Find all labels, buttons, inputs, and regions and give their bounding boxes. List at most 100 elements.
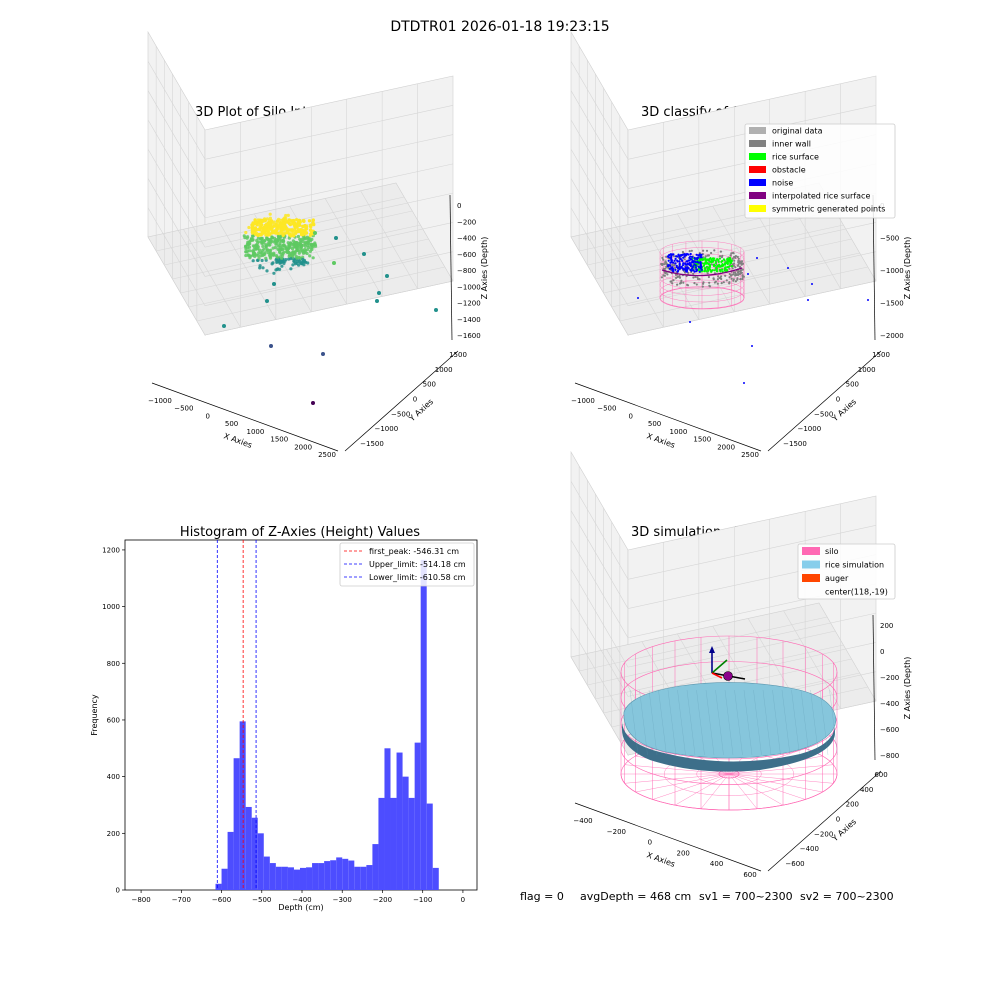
grid-lines [147, 46, 454, 328]
y-tick-label: 0 [413, 396, 417, 404]
histogram-bar [426, 803, 433, 890]
noise-point [674, 262, 677, 265]
point [258, 264, 262, 268]
rice-surface-point [710, 260, 714, 263]
inner-wall-point [673, 266, 677, 270]
point [259, 254, 263, 258]
inner-wall-point [678, 276, 682, 279]
point [278, 243, 282, 247]
rice-surface-mesh [629, 689, 838, 756]
point [300, 230, 304, 234]
x-tick-label: −300 [333, 896, 352, 904]
raw-point-cloud [222, 212, 438, 405]
x-axis-line [574, 382, 762, 452]
inner-wall-point [692, 272, 695, 275]
x-tick-label: −100 [413, 896, 432, 904]
histogram-bar [360, 866, 367, 890]
point [293, 260, 297, 264]
rice-surface-point [708, 263, 711, 266]
histogram-bar [293, 869, 300, 890]
silo-floor-spoke [728, 764, 834, 775]
point [246, 243, 251, 247]
point [250, 227, 255, 232]
inner-wall-point [731, 273, 734, 276]
inner-wall-point [733, 259, 736, 262]
point [248, 256, 252, 260]
point [334, 236, 338, 240]
noise-point [668, 267, 672, 270]
legend-label: Lower_limit: -610.58 cm [369, 573, 466, 582]
point [258, 227, 262, 232]
inner-wall-point [732, 278, 735, 281]
point [291, 231, 295, 235]
inner-wall-point [734, 256, 737, 259]
noise-point [680, 259, 684, 262]
point [299, 232, 304, 237]
rice-surface-point [716, 258, 719, 261]
noise-point [667, 259, 670, 262]
point [254, 221, 258, 226]
rice-surface-point [704, 267, 707, 270]
silo-floor-spoke [728, 773, 784, 806]
silo-floor-spoke [728, 773, 834, 784]
point [284, 213, 288, 218]
y-tick-label: 0 [836, 816, 840, 824]
histogram-bar [396, 752, 403, 890]
point [251, 238, 255, 242]
inner-wall-point [705, 249, 709, 252]
rice-surface-point [710, 270, 713, 273]
rice-surface-rim [621, 718, 836, 772]
legend-label: Upper_limit: -514.18 cm [369, 560, 466, 569]
point [268, 256, 273, 260]
rice-surface-point [720, 260, 723, 263]
point [310, 242, 315, 247]
inner-wall-point [702, 281, 705, 284]
inner-wall-point [672, 279, 675, 282]
point [271, 261, 275, 265]
silo-wireframe-front [620, 773, 838, 811]
point [287, 221, 291, 226]
raw-z-axis-label: Z Axies (Depth) [480, 237, 489, 300]
inner-wall-point [664, 261, 667, 264]
inner-wall-point [740, 271, 744, 274]
silo-front-rim [620, 773, 838, 811]
noise-point [700, 268, 703, 271]
y-tick-label: 0 [836, 396, 840, 404]
inner-wall-point [724, 274, 727, 277]
avg-depth-readout: avgDepth = 468 cm [580, 890, 691, 903]
rice-surface-point [730, 265, 734, 268]
classified-z-axis-label: Z Axies (Depth) [903, 237, 912, 300]
point [278, 238, 282, 242]
noise-point [699, 261, 702, 264]
inner-wall-point [666, 273, 669, 276]
silo-floor-spoke [624, 773, 730, 784]
point [270, 235, 274, 239]
z-tick-label: −500 [880, 235, 899, 243]
x-tick-label: 200 [677, 849, 690, 857]
histogram-bars [215, 559, 439, 890]
y-tick-label: 0 [116, 887, 120, 895]
histogram-bar [287, 867, 294, 890]
point [274, 258, 278, 262]
noise-point [681, 264, 685, 267]
noise-point [682, 262, 685, 265]
histogram-reference-lines [216, 540, 257, 890]
noise-point [696, 260, 699, 264]
y-tick-label: 1000 [435, 366, 453, 374]
inner-wall-point [688, 250, 691, 253]
point [257, 240, 261, 244]
noise-point [675, 264, 678, 267]
histogram-title: Histogram of Z-Axies (Height) Values [180, 525, 420, 540]
silo-floor-spoke [674, 773, 730, 806]
noise-point [689, 252, 692, 256]
noise-point [689, 268, 692, 272]
noise-point [811, 283, 813, 285]
z-tick-label: 200 [880, 622, 893, 630]
histogram-bar [432, 867, 439, 890]
point [286, 250, 290, 254]
point [268, 249, 272, 253]
noise-point [693, 256, 696, 259]
raw-y-axis-label: Y Axies [407, 397, 435, 424]
noise-point [686, 266, 690, 270]
silo-floor-spoke [652, 773, 730, 800]
